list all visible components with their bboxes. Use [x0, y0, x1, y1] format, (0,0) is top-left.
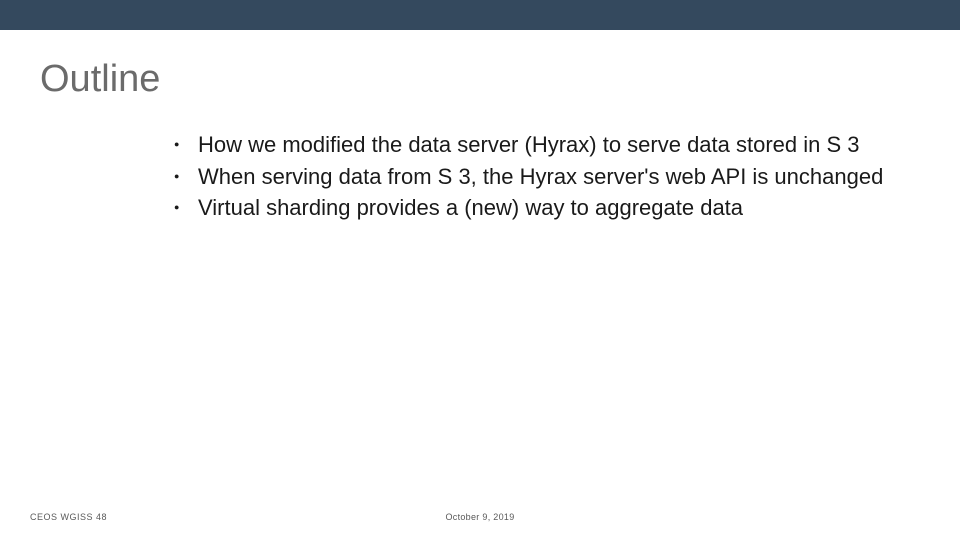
- bullet-item: Virtual sharding provides a (new) way to…: [170, 193, 890, 223]
- slide: Outline How we modified the data server …: [0, 0, 960, 540]
- bullet-item: When serving data from S 3, the Hyrax se…: [170, 162, 890, 192]
- slide-content: How we modified the data server (Hyrax) …: [170, 130, 890, 225]
- footer-center: October 9, 2019: [0, 512, 960, 522]
- bullet-list: How we modified the data server (Hyrax) …: [170, 130, 890, 223]
- slide-title: Outline: [40, 58, 160, 101]
- top-bar: [0, 0, 960, 30]
- bullet-item: How we modified the data server (Hyrax) …: [170, 130, 890, 160]
